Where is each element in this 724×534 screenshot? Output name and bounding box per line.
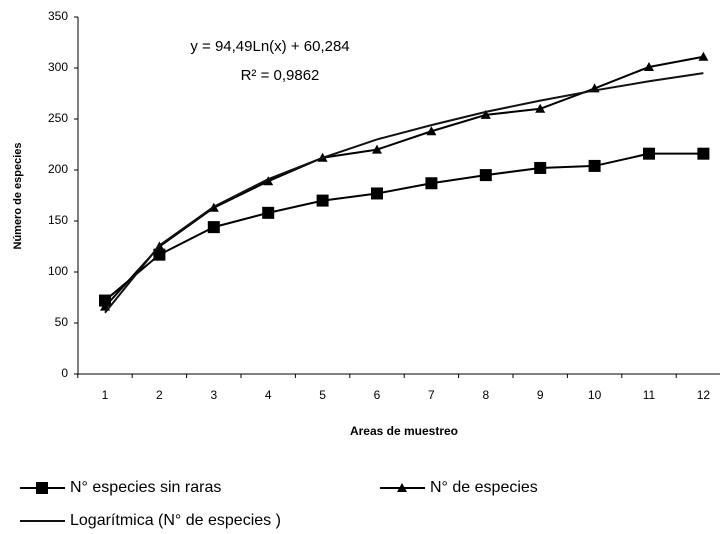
x-tick-label: 5: [319, 388, 326, 402]
point-marker: [207, 221, 220, 234]
x-tick-label: 7: [428, 388, 435, 402]
point-marker: [698, 51, 709, 61]
point-marker: [644, 61, 654, 71]
x-tick-label: 11: [643, 388, 656, 402]
point-marker: [372, 144, 382, 154]
point-marker: [371, 187, 383, 200]
x-tick-label: 8: [482, 388, 489, 402]
x-tick-label: 9: [537, 388, 544, 402]
x-tick-label: 3: [210, 388, 217, 402]
point-marker: [480, 109, 491, 119]
x-axis-label: Areas de muestreo: [350, 424, 458, 438]
y-tick-label: 350: [48, 9, 68, 23]
point-marker: [534, 161, 547, 174]
y-tick-label: 300: [48, 60, 68, 74]
legend-label: Logarítmica (N° de especies ): [70, 512, 281, 529]
equation: y = 94,49Ln(x) + 60,284: [190, 38, 349, 55]
point-marker: [263, 176, 274, 186]
y-tick-label: 250: [48, 111, 68, 125]
point-marker: [425, 177, 438, 190]
point-marker: [426, 126, 437, 136]
point-marker: [397, 483, 407, 492]
legend-label: N° especies sin raras: [70, 479, 221, 496]
point-marker: [588, 159, 601, 172]
y-tick-label: 150: [48, 213, 68, 227]
x-tick-label: 1: [102, 388, 109, 402]
point-marker: [262, 206, 275, 219]
x-tick-label: 4: [265, 388, 272, 402]
x-tick-label: 6: [374, 388, 381, 402]
y-tick-label: 100: [48, 264, 68, 278]
series-line: [104, 152, 704, 302]
legend-label: N° de especies: [430, 479, 538, 496]
point-marker: [36, 482, 48, 494]
series-line: [104, 72, 704, 314]
x-tick-label: 10: [588, 388, 602, 402]
y-tick-label: 200: [48, 162, 68, 176]
x-tick-label: 2: [156, 388, 163, 402]
point-marker: [643, 147, 655, 160]
point-marker: [697, 147, 710, 160]
series-line: [104, 55, 704, 308]
y-tick-label: 50: [55, 315, 69, 329]
x-tick-label: 12: [697, 388, 711, 402]
y-tick-label: 0: [61, 366, 68, 380]
point-marker: [153, 248, 166, 261]
r-squared: R² = 0,9862: [241, 67, 320, 84]
y-axis-label: Número de especies: [12, 143, 24, 250]
point-marker: [316, 194, 329, 207]
point-marker: [479, 169, 492, 182]
point-marker: [535, 103, 546, 113]
